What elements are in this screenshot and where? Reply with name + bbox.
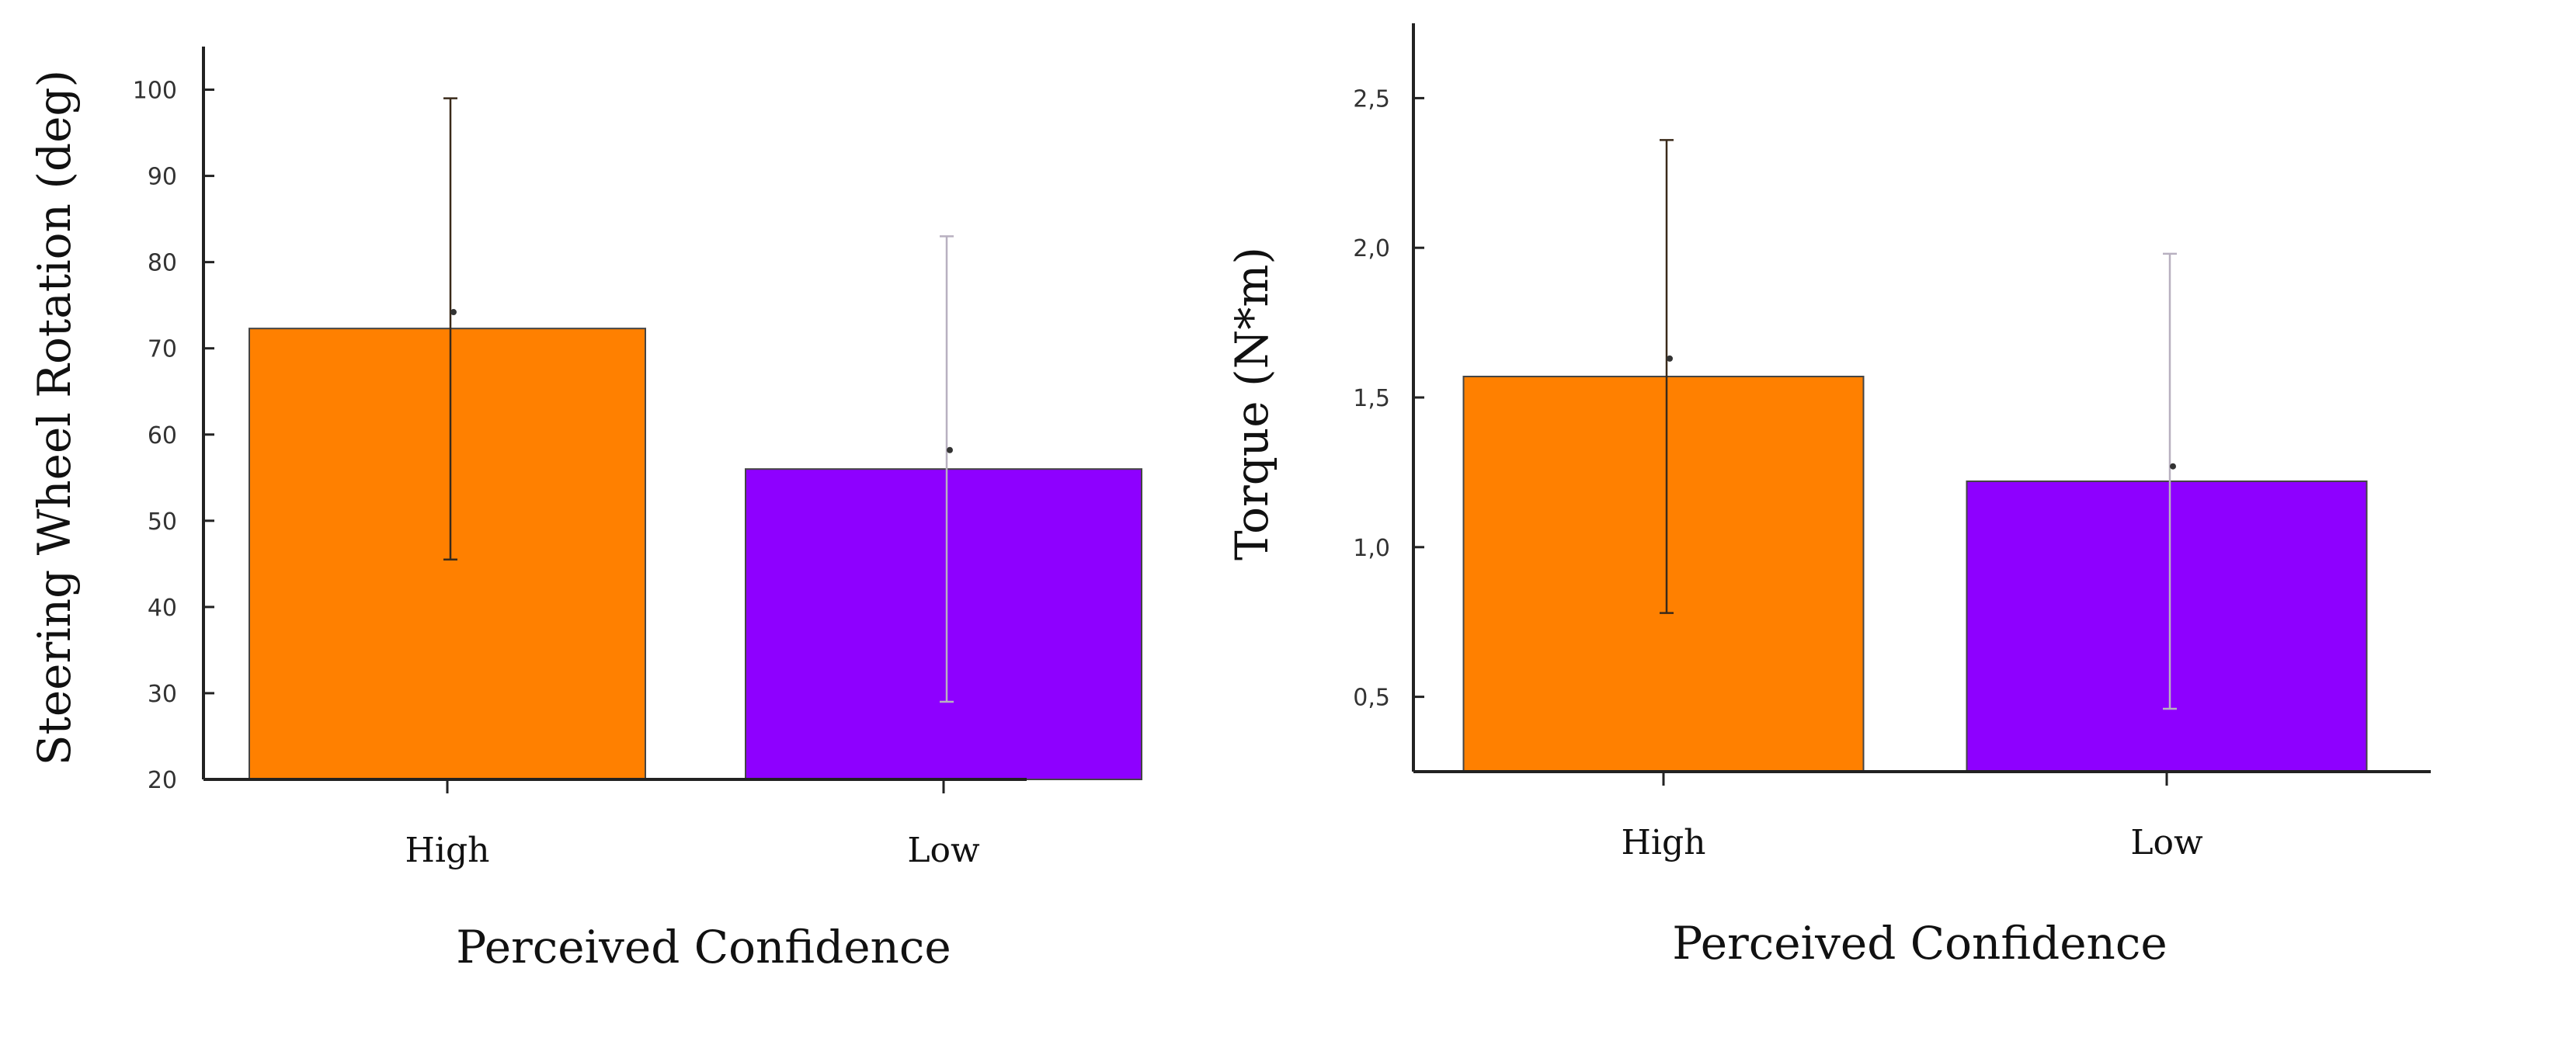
y-tick-label: 20 (148, 767, 177, 794)
error-bars-group (443, 97, 954, 703)
torque-chart: 0,5 1,0 1,5 2,0 2,5 High Low Perceived Confid… (1225, 23, 2431, 970)
y-tick-label: 60 (148, 422, 177, 449)
y-tick-label: 90 (148, 164, 177, 191)
y-tick-label: 2,0 (1353, 235, 1390, 262)
mean-marker-low (2170, 463, 2176, 470)
x-tick-label-high: High (1622, 823, 1706, 862)
y-axis-title: Torque (N*m) (1225, 247, 1278, 560)
y-ticks-group: 0,5 1,0 1,5 2,0 2,5 (1353, 85, 1424, 712)
y-tick-label: 1,5 (1353, 385, 1390, 412)
y-tick-label: 30 (148, 681, 177, 708)
y-tick-label: 2,5 (1353, 85, 1390, 113)
y-tick-label: 40 (148, 595, 177, 622)
axes-group (202, 47, 1027, 781)
bar-high (249, 328, 646, 780)
x-tick-label-low: Low (2130, 823, 2203, 862)
mean-marker-low (947, 446, 953, 453)
mean-marker-high (1667, 355, 1673, 362)
y-tick-label: 80 (148, 250, 177, 277)
bars-group (1462, 376, 2368, 773)
x-axis-title: Perceived Confidence (456, 921, 951, 973)
x-tick-label-low: Low (907, 831, 980, 870)
y-tick-label: 70 (148, 336, 177, 363)
x-ticks-group: High Low (405, 779, 980, 870)
bar-low (1966, 480, 2368, 773)
x-ticks-group: High Low (1622, 772, 2203, 862)
x-tick-label-high: High (405, 831, 490, 870)
steering-rotation-chart: 20 30 40 50 60 70 80 90 100 High Low Perceived Co… (28, 47, 1142, 973)
error-bars-group (1660, 139, 2177, 710)
bar-low (745, 468, 1142, 780)
mean-markers-group (1667, 355, 2176, 470)
x-axis-title: Perceived Confidence (1672, 917, 2167, 970)
y-tick-label: 100 (133, 78, 177, 105)
y-tick-label: 50 (148, 508, 177, 536)
y-tick-label: 0,5 (1353, 685, 1390, 712)
y-ticks-group: 20 30 40 50 60 70 80 90 100 (133, 78, 214, 794)
bars-group (249, 328, 1142, 780)
mean-markers-group (450, 309, 953, 453)
mean-marker-high (450, 309, 457, 316)
y-axis-title: Steering Wheel Rotation (deg) (28, 70, 81, 765)
y-tick-label: 1,0 (1353, 535, 1390, 562)
bar-high (1462, 376, 1865, 772)
